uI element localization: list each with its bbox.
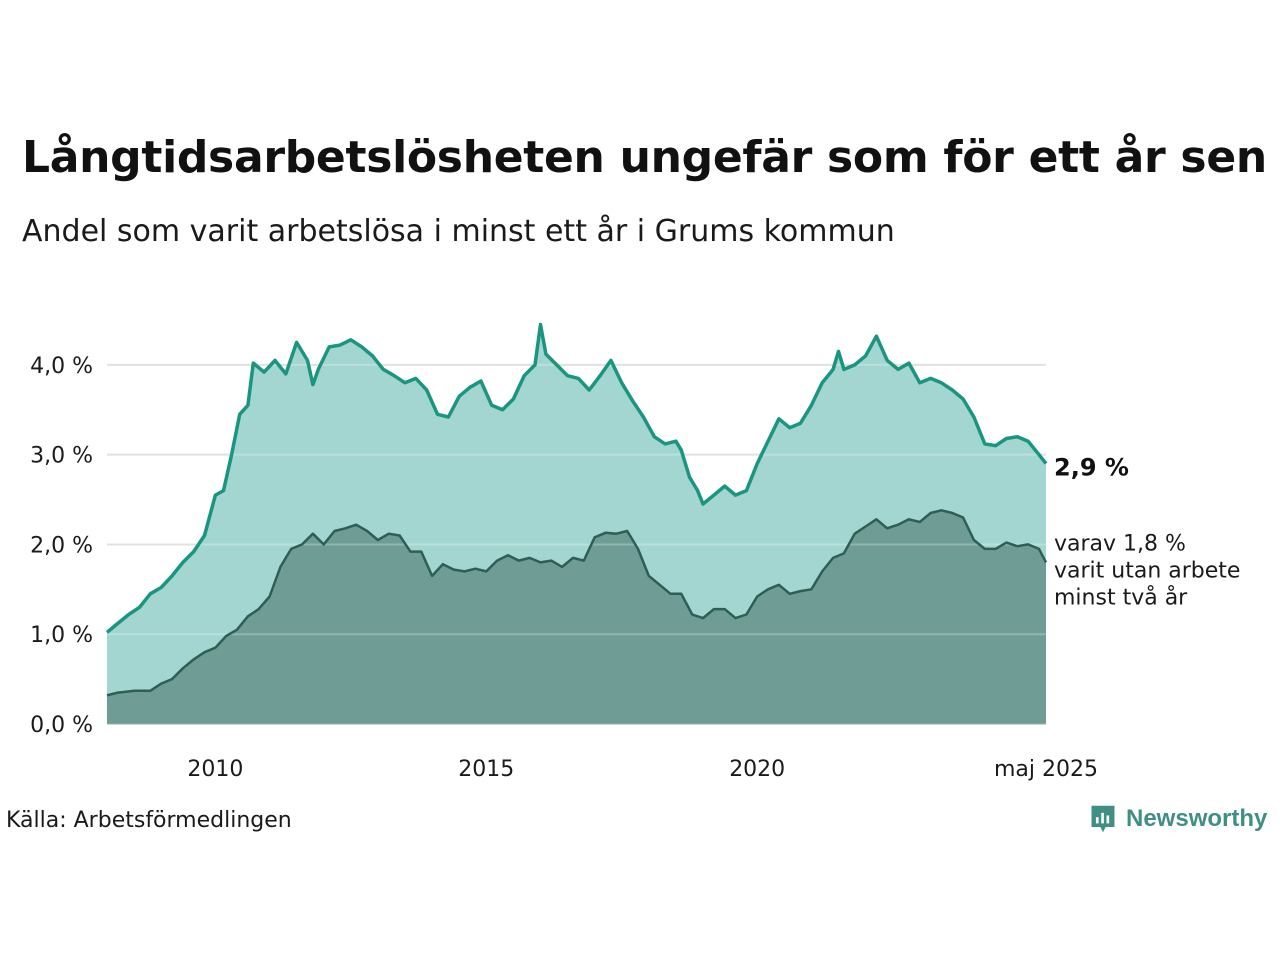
lower-end-label-line: varit utan arbete <box>1054 558 1240 583</box>
y-tick-label: 1,0 % <box>30 623 93 648</box>
x-axis-ticks: 2010 2015 2020 maj 2025 <box>187 757 1098 782</box>
y-tick-label: 2,0 % <box>30 533 93 558</box>
x-tick-label: 2020 <box>729 757 785 782</box>
chart-title: Långtidsarbetslösheten ungefär som för e… <box>22 132 1267 183</box>
y-tick-label: 4,0 % <box>30 354 93 379</box>
x-tick-label: 2010 <box>187 757 243 782</box>
chart-subtitle: Andel som varit arbetslösa i minst ett å… <box>22 214 895 249</box>
newsworthy-logo-icon <box>1091 805 1115 833</box>
y-tick-label: 3,0 % <box>30 444 93 469</box>
lower-end-label-line: varav 1,8 % <box>1054 531 1186 556</box>
x-tick-label: maj 2025 <box>994 757 1098 782</box>
source-note: Källa: Arbetsförmedlingen <box>6 808 292 833</box>
x-tick-label: 2015 <box>458 757 514 782</box>
lower-line <box>106 509 1048 697</box>
upper-end-label: 2,9 % <box>1054 454 1129 482</box>
brand-logo[interactable]: Newsworthy <box>1088 804 1267 834</box>
brand-name: Newsworthy <box>1126 805 1268 832</box>
lower-end-label-line: minst två år <box>1054 584 1188 610</box>
y-axis-ticks: 0,0 % 1,0 % 2,0 % 3,0 % 4,0 % <box>30 354 93 738</box>
lower-area <box>107 510 1046 724</box>
upper-line <box>105 322 1048 634</box>
y-tick-label: 0,0 % <box>30 713 93 738</box>
area-series <box>105 322 1048 725</box>
